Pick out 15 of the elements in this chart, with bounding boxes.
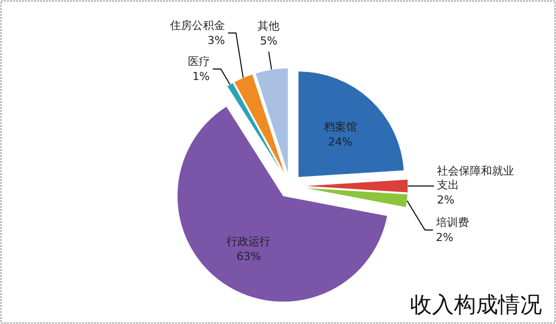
data-label: 2% [436,231,454,244]
data-label: 63% [236,250,261,263]
slice-label: 社会保障和就业支出 [437,164,514,192]
slice-label: 行政运行 [226,234,271,248]
slice-label: 住房公积金 [170,18,225,32]
slice-label: 档案馆 [322,120,357,134]
data-label: 5% [260,34,278,48]
data-label: 24% [328,135,353,148]
slice-label: 其他 [258,20,280,33]
slice-label: 培训费 [434,216,469,229]
data-label: 1% [192,70,210,83]
data-label: 3% [208,34,225,47]
slice-label: 医疗 [188,54,210,68]
data-label: 2% [437,194,454,206]
text: 收入构成情况 [410,293,542,318]
